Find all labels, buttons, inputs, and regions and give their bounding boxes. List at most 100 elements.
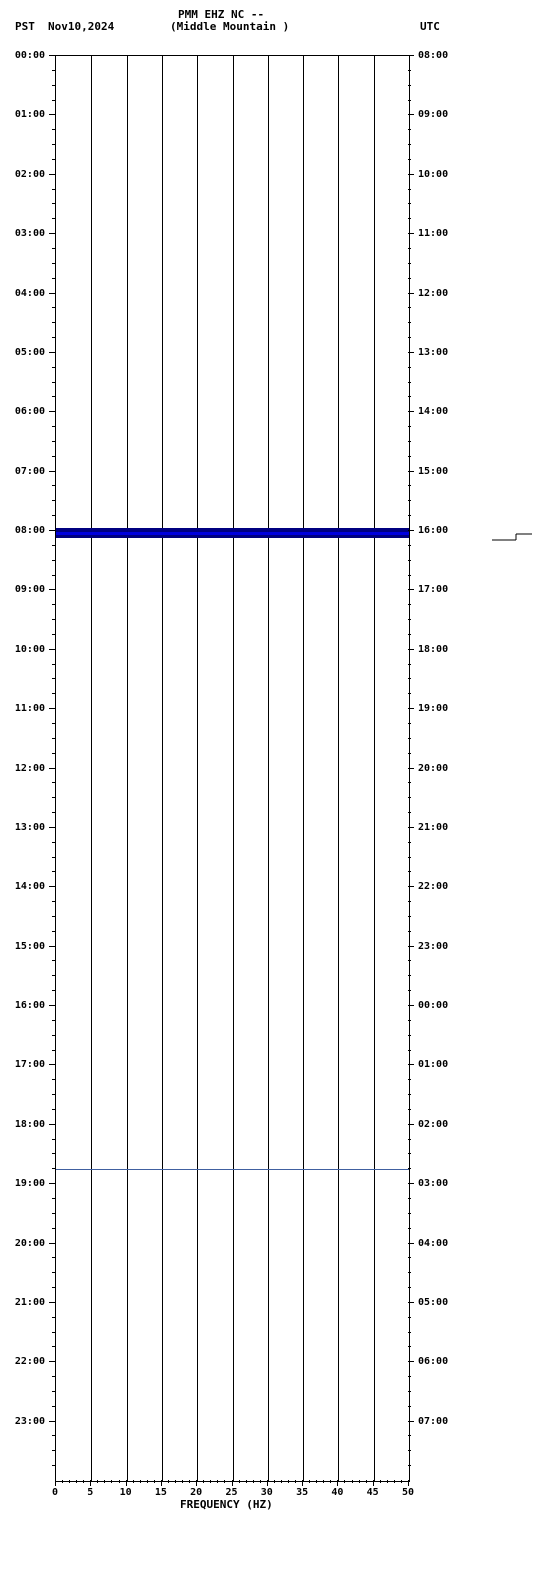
right-tick: [408, 1005, 414, 1006]
right-hour-label: 21:00: [418, 822, 458, 833]
right-minor-tick: [408, 634, 411, 635]
right-tick: [408, 649, 414, 650]
x-tick-label: 30: [257, 1487, 277, 1498]
pst-label: PST: [15, 20, 35, 33]
right-minor-tick: [408, 604, 411, 605]
right-minor-tick: [408, 678, 411, 679]
left-minor-tick: [52, 1079, 55, 1080]
x-tick: [90, 1480, 91, 1486]
right-minor-tick: [408, 441, 411, 442]
left-minor-tick: [52, 960, 55, 961]
x-minor-tick: [380, 1480, 381, 1483]
x-minor-tick: [62, 1480, 63, 1483]
right-hour-label: 09:00: [418, 109, 458, 120]
grid-line: [233, 56, 234, 1481]
left-hour-label: 17:00: [5, 1059, 45, 1070]
left-minor-tick: [52, 1317, 55, 1318]
left-minor-tick: [52, 70, 55, 71]
grid-line: [374, 56, 375, 1481]
left-minor-tick: [52, 664, 55, 665]
x-minor-tick: [316, 1480, 317, 1483]
right-minor-tick: [408, 515, 411, 516]
right-tick: [408, 233, 414, 234]
right-minor-tick: [408, 738, 411, 739]
left-minor-tick: [52, 545, 55, 546]
left-hour-label: 10:00: [5, 644, 45, 655]
left-hour-label: 08:00: [5, 525, 45, 536]
right-hour-label: 15:00: [418, 466, 458, 477]
right-minor-tick: [408, 1213, 411, 1214]
left-minor-tick: [52, 1094, 55, 1095]
left-minor-tick: [52, 1332, 55, 1333]
right-minor-tick: [408, 1332, 411, 1333]
x-minor-tick: [154, 1480, 155, 1483]
left-hour-label: 12:00: [5, 763, 45, 774]
right-hour-label: 14:00: [418, 406, 458, 417]
left-minor-tick: [52, 1376, 55, 1377]
right-minor-tick: [408, 1465, 411, 1466]
right-minor-tick: [408, 100, 411, 101]
right-hour-label: 00:00: [418, 1000, 458, 1011]
right-tick: [408, 530, 414, 531]
right-minor-tick: [408, 70, 411, 71]
left-minor-tick: [52, 1435, 55, 1436]
left-tick: [49, 1064, 55, 1065]
left-hour-label: 06:00: [5, 406, 45, 417]
right-minor-tick: [408, 782, 411, 783]
left-minor-tick: [52, 456, 55, 457]
left-tick: [49, 708, 55, 709]
x-minor-tick: [189, 1480, 190, 1483]
x-minor-tick: [288, 1480, 289, 1483]
x-tick-label: 5: [80, 1487, 100, 1498]
x-tick-label: 25: [222, 1487, 242, 1498]
left-minor-tick: [52, 485, 55, 486]
station-name: (Middle Mountain ): [170, 20, 289, 33]
right-tick: [408, 708, 414, 709]
x-minor-tick: [175, 1480, 176, 1483]
left-minor-tick: [52, 604, 55, 605]
left-hour-label: 09:00: [5, 584, 45, 595]
x-minor-tick: [104, 1480, 105, 1483]
x-axis-label: FREQUENCY (HZ): [180, 1498, 273, 1511]
left-hour-label: 07:00: [5, 466, 45, 477]
right-minor-tick: [408, 1094, 411, 1095]
x-minor-tick: [83, 1480, 84, 1483]
right-minor-tick: [408, 1435, 411, 1436]
x-tick-label: 40: [327, 1487, 347, 1498]
left-tick: [49, 1124, 55, 1125]
grid-line: [127, 56, 128, 1481]
left-minor-tick: [52, 1153, 55, 1154]
right-minor-tick: [408, 500, 411, 501]
right-minor-tick: [408, 263, 411, 264]
right-minor-tick: [408, 560, 411, 561]
left-minor-tick: [52, 1020, 55, 1021]
left-minor-tick: [52, 723, 55, 724]
left-minor-tick: [52, 1050, 55, 1051]
x-minor-tick: [253, 1480, 254, 1483]
right-minor-tick: [408, 367, 411, 368]
right-tick: [408, 1361, 414, 1362]
right-tick: [408, 1243, 414, 1244]
right-minor-tick: [408, 812, 411, 813]
left-minor-tick: [52, 367, 55, 368]
right-tick: [408, 293, 414, 294]
right-minor-tick: [408, 85, 411, 86]
right-tick: [408, 1421, 414, 1422]
x-minor-tick: [274, 1480, 275, 1483]
x-tick: [408, 1480, 409, 1486]
spectrogram-plot: [55, 55, 410, 1482]
left-minor-tick: [52, 575, 55, 576]
left-minor-tick: [52, 1228, 55, 1229]
x-minor-tick: [97, 1480, 98, 1483]
left-tick: [49, 352, 55, 353]
right-minor-tick: [408, 1035, 411, 1036]
right-minor-tick: [408, 901, 411, 902]
left-hour-label: 21:00: [5, 1297, 45, 1308]
x-tick: [55, 1480, 56, 1486]
left-minor-tick: [52, 426, 55, 427]
left-minor-tick: [52, 901, 55, 902]
left-tick: [49, 411, 55, 412]
right-minor-tick: [408, 189, 411, 190]
left-minor-tick: [52, 85, 55, 86]
right-minor-tick: [408, 396, 411, 397]
